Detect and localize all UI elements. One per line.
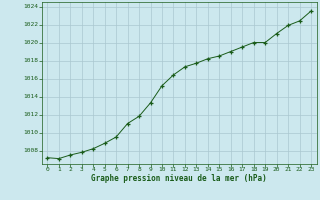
X-axis label: Graphe pression niveau de la mer (hPa): Graphe pression niveau de la mer (hPa) (91, 174, 267, 183)
